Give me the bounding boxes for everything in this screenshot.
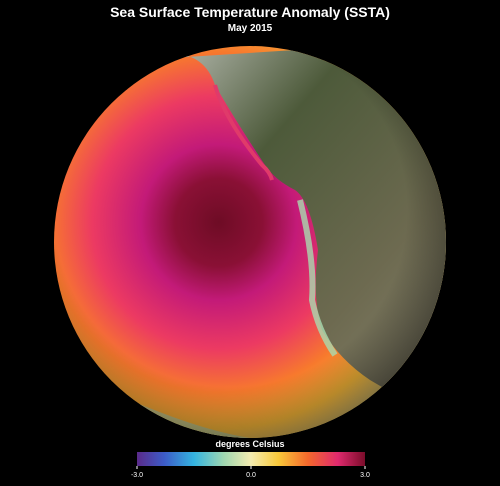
colorbar <box>137 452 365 466</box>
colorbar-tick-label: 0.0 <box>246 472 256 479</box>
map-subtitle: May 2015 <box>228 23 273 34</box>
colorbar-tick-label: 3.0 <box>360 472 370 479</box>
colorbar-tick-label: -3.0 <box>131 472 143 479</box>
globe-shade <box>54 46 446 438</box>
globe <box>54 46 446 438</box>
colorbar-label: degrees Celsius <box>215 439 284 449</box>
map-title: Sea Surface Temperature Anomaly (SSTA) <box>110 4 390 20</box>
